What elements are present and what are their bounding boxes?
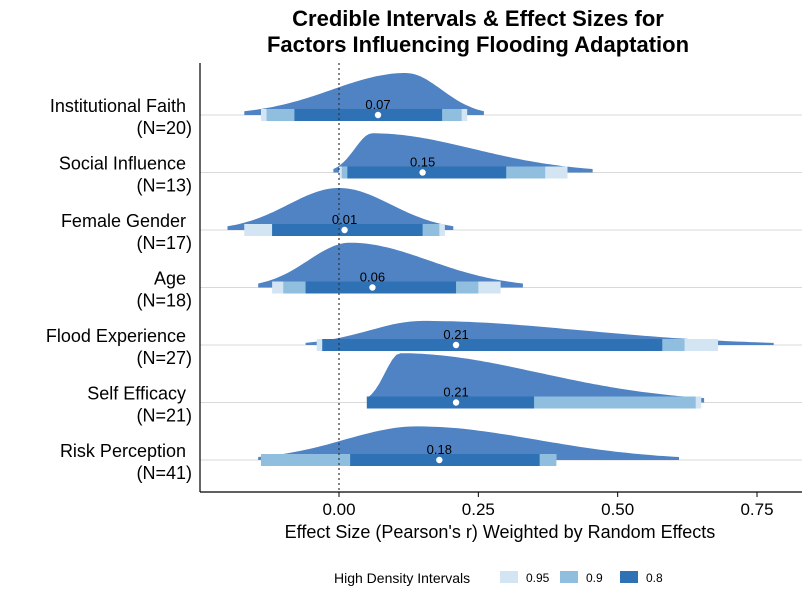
y-label-name: Self Efficacy: [87, 384, 186, 404]
median-label: 0.06: [360, 270, 385, 285]
chart-title-line-1: Credible Intervals & Effect Sizes for: [292, 6, 664, 31]
ridge-row: 0.07: [244, 73, 484, 121]
median-point: [341, 226, 348, 234]
hdi80-bar: [294, 109, 443, 121]
y-label-n: (N=17): [136, 233, 192, 253]
y-label-name: Institutional Faith: [50, 96, 186, 116]
hdi80-bar: [322, 339, 663, 351]
ridge-row: 0.15: [333, 133, 593, 179]
hdi80-bar: [305, 281, 457, 294]
x-tick-label: 0.00: [322, 500, 355, 519]
median-point: [419, 169, 426, 176]
legend-swatch: [560, 571, 578, 583]
median-label: 0.21: [443, 385, 468, 400]
legend-label: 0.9: [586, 571, 603, 585]
median-point: [374, 111, 382, 119]
y-label-n: (N=20): [136, 118, 192, 138]
ridge-row: 0.21: [366, 353, 705, 409]
median-point: [436, 456, 443, 464]
density-ridge: [258, 426, 679, 460]
legend-title: High Density Intervals: [334, 570, 470, 586]
y-label-n: (N=21): [136, 406, 192, 426]
y-label-n: (N=18): [136, 291, 192, 311]
y-label-n: (N=41): [136, 463, 192, 483]
median-label: 0.15: [410, 155, 435, 170]
legend-label: 0.8: [646, 571, 663, 585]
density-ridge: [227, 188, 454, 230]
density-ridge: [333, 133, 593, 173]
density-ridge: [366, 353, 705, 403]
median-label: 0.18: [427, 442, 452, 457]
y-label-name: Age: [154, 269, 186, 289]
median-label: 0.01: [332, 212, 357, 227]
x-axis-label: Effect Size (Pearson's r) Weighted by Ra…: [285, 522, 716, 542]
hdi80-bar: [366, 396, 535, 409]
median-point: [369, 284, 376, 291]
median-point: [452, 341, 460, 349]
x-tick-label: 0.50: [601, 500, 634, 519]
y-label-name: Female Gender: [61, 211, 186, 231]
ridge-row: 0.21: [305, 320, 774, 351]
density-ridge: [244, 73, 484, 115]
x-axis-ticks: 0.00 0.25 0.50 0.75: [322, 492, 774, 519]
y-label-n: (N=13): [136, 176, 192, 196]
y-label-name: Social Influence: [59, 154, 186, 174]
x-tick-label: 0.25: [462, 500, 495, 519]
legend: High Density Intervals 0.95 0.9 0.8: [334, 570, 663, 586]
median-label: 0.07: [365, 97, 390, 112]
density-ridge: [305, 320, 774, 345]
y-label-n: (N=27): [136, 348, 192, 368]
legend-swatch: [620, 571, 638, 583]
x-tick-label: 0.75: [740, 500, 773, 519]
median-label: 0.21: [443, 327, 468, 342]
y-axis-labels: Institutional Faith(N=20) Social Influenc…: [46, 96, 192, 483]
chart-title-line-2: Factors Influencing Flooding Adaptation: [267, 32, 689, 57]
axes: [199, 63, 802, 493]
y-label-name: Risk Perception: [60, 441, 186, 461]
hdi80-bar: [350, 454, 540, 466]
legend-label: 0.95: [526, 571, 550, 585]
median-point: [452, 399, 460, 406]
density-ridge: [258, 242, 523, 288]
legend-items: 0.95 0.9 0.8: [500, 571, 663, 585]
hdi80-bar: [347, 166, 507, 179]
ridges: 0.07 0.15 0.01 0.06 0.21 0.21 0.18: [227, 73, 774, 466]
legend-swatch: [500, 571, 518, 583]
ridge-row: 0.01: [227, 188, 454, 236]
y-label-name: Flood Experience: [46, 326, 186, 346]
ridge-row: 0.18: [258, 426, 679, 466]
ridge-row: 0.06: [258, 242, 523, 294]
